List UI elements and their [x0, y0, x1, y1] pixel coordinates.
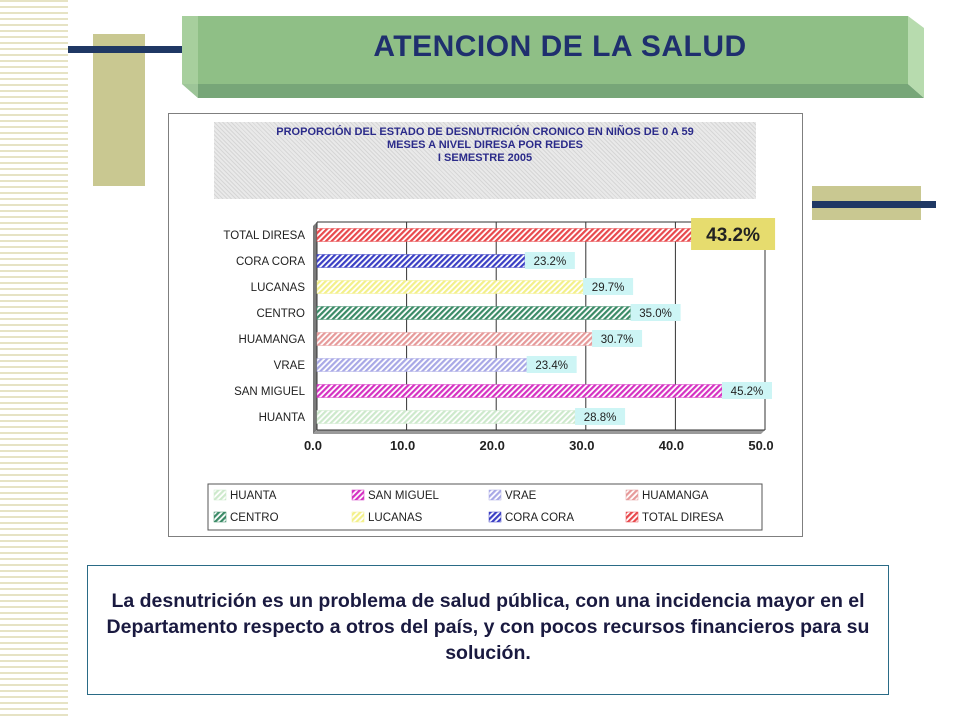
bar-total-diresa [316, 228, 705, 242]
category-label-huamanga: HUAMANGA [239, 334, 306, 346]
value-label-bg-total-diresa [691, 218, 776, 250]
x-tick-label-4: 40.0 [659, 438, 684, 453]
category-label-san-miguel: SAN MIGUEL [234, 386, 306, 398]
decorative-line-right [812, 201, 936, 208]
value-label-total-diresa: 43.2% [706, 225, 760, 246]
legend-swatch-centro [213, 511, 227, 523]
title-banner [182, 16, 924, 98]
legend-label-san-miguel: SAN MIGUEL [368, 490, 440, 502]
legend-swatch-huanta [213, 489, 227, 501]
category-label-total-diresa: TOTAL DIRESA [223, 230, 305, 242]
bar-huamanga [316, 332, 593, 346]
chart-title-line-2: MESES A NIVEL DIRESA POR REDES [386, 139, 583, 151]
x-tick-label-0: 0.0 [304, 438, 322, 453]
description-box [87, 565, 889, 695]
category-label-centro: CENTRO [256, 308, 305, 320]
slide-title: ATENCION DE LA SALUD [373, 30, 747, 63]
description-text: La desnutrición es un problema de salud … [106, 590, 870, 664]
bar-huanta [316, 410, 576, 424]
legend-swatch-cora-cora [488, 511, 502, 523]
x-tick-label-5: 50.0 [748, 438, 773, 453]
category-label-huanta: HUANTA [259, 412, 306, 424]
category-label-vrae: VRAE [274, 360, 306, 372]
legend-swatch-san-miguel [351, 489, 365, 501]
legend-label-total-diresa: TOTAL DIRESA [642, 512, 724, 524]
value-label-bg-centro [630, 304, 681, 321]
value-label-bg-cora-cora [524, 252, 575, 269]
value-label-bg-san-miguel [721, 382, 772, 399]
value-label-bg-huanta [575, 408, 626, 425]
category-label-lucanas: LUCANAS [251, 282, 306, 294]
decorative-block-left [93, 34, 145, 186]
legend-label-cora-cora: CORA CORA [505, 512, 574, 524]
banner-right-bevel [908, 16, 924, 98]
chart-title: PROPORCIÓN DEL ESTADO DE DESNUTRICIÓN CR… [214, 126, 756, 165]
decorative-line-left [68, 46, 188, 53]
legend-label-centro: CENTRO [230, 512, 279, 524]
legend-swatch-lucanas [351, 511, 365, 523]
legend-label-huamanga: HUAMANGA [642, 490, 709, 502]
banner-face [182, 16, 908, 84]
x-tick-label-3: 30.0 [569, 438, 594, 453]
plot-floor [313, 430, 765, 434]
value-label-bg-vrae [526, 356, 577, 373]
value-label-bg-huamanga [592, 330, 643, 347]
value-label-san-miguel: 45.2% [731, 386, 764, 398]
bar-lucanas [316, 280, 584, 294]
value-label-huamanga: 30.7% [601, 334, 634, 346]
legend-label-huanta: HUANTA [230, 490, 277, 502]
plot-side-wall [313, 222, 317, 434]
bar-vrae [316, 358, 527, 372]
chart-title-box [214, 122, 756, 199]
legend-box [207, 483, 763, 531]
legend-swatch-vrae [488, 489, 502, 501]
legend-swatch-huamanga [625, 489, 639, 501]
chart-title-line-3: I SEMESTRE 2005 [437, 152, 533, 164]
legend-swatch-total-diresa [625, 511, 639, 523]
bar-centro [316, 306, 631, 320]
legend-label-lucanas: LUCANAS [368, 512, 423, 524]
x-tick-label-1: 10.0 [390, 438, 415, 453]
banner-left-edge [182, 16, 198, 98]
legend-label-vrae: VRAE [505, 490, 537, 502]
chart-title-line-1: PROPORCIÓN DEL ESTADO DE DESNUTRICIÓN CR… [276, 126, 694, 138]
value-label-centro: 35.0% [639, 308, 672, 320]
bar-san-miguel [316, 384, 723, 398]
x-tick-label-2: 20.0 [480, 438, 505, 453]
value-label-lucanas: 29.7% [592, 282, 625, 294]
left-stripe-pattern [0, 0, 68, 720]
value-label-cora-cora: 23.2% [534, 256, 567, 268]
value-label-huanta: 28.8% [584, 412, 617, 424]
category-label-cora-cora: CORA CORA [236, 256, 305, 268]
banner-bottom-bevel [182, 84, 924, 98]
value-label-vrae: 23.4% [535, 360, 568, 372]
value-label-bg-lucanas [583, 278, 634, 295]
bar-cora-cora [316, 254, 526, 268]
